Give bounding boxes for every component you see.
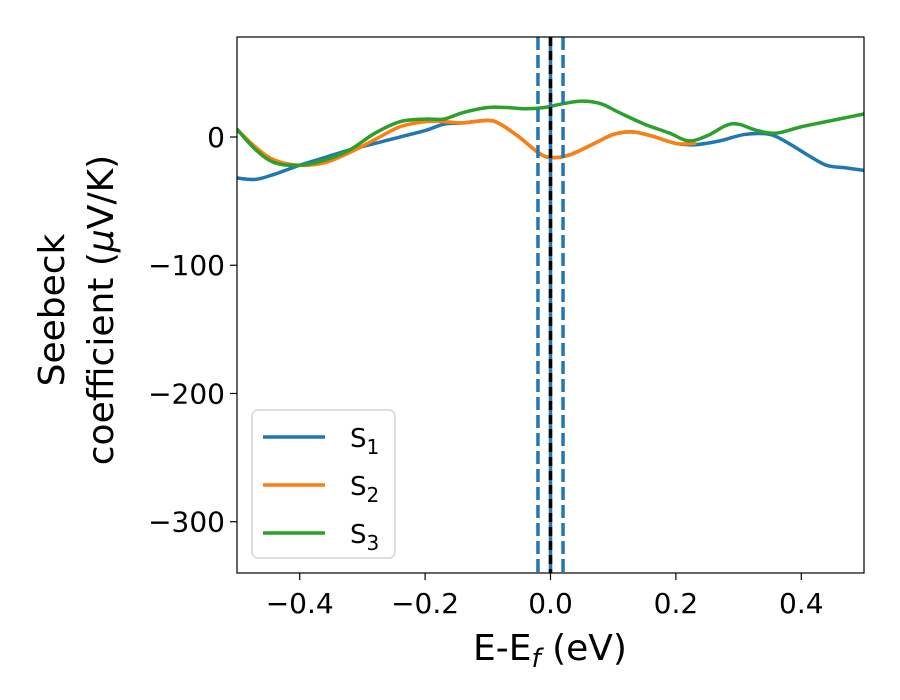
x-tick-label: 0.4	[779, 587, 824, 620]
y-axis-label-line1: Seebeck	[32, 233, 73, 386]
y-tick-label: −300	[148, 506, 225, 539]
x-tick-label: 0.0	[528, 587, 573, 620]
vline-layer	[536, 37, 565, 573]
x-tick-label: 0.2	[654, 587, 699, 620]
legend-label-s2: S2	[350, 472, 379, 507]
y-axis-ticks: 0 −100 −200 −300	[148, 121, 237, 539]
series-line-s2	[237, 118, 697, 168]
y-tick-label: −100	[148, 249, 225, 282]
y-tick-label: −200	[148, 377, 225, 410]
x-axis-ticks: −0.4 −0.2 0.0 0.2 0.4	[266, 573, 824, 620]
x-axis-label: E-Ef (eV)	[473, 628, 627, 674]
x-tick-label: −0.4	[266, 587, 334, 620]
y-tick-label: 0	[207, 121, 225, 154]
legend-label-s1: S1	[350, 424, 379, 459]
x-tick-label: −0.2	[391, 587, 459, 620]
legend: S1 S2 S3	[251, 409, 396, 559]
legend-label-s3: S3	[350, 520, 379, 555]
y-axis-label-line2: coefficient (μV/K)	[81, 155, 122, 465]
